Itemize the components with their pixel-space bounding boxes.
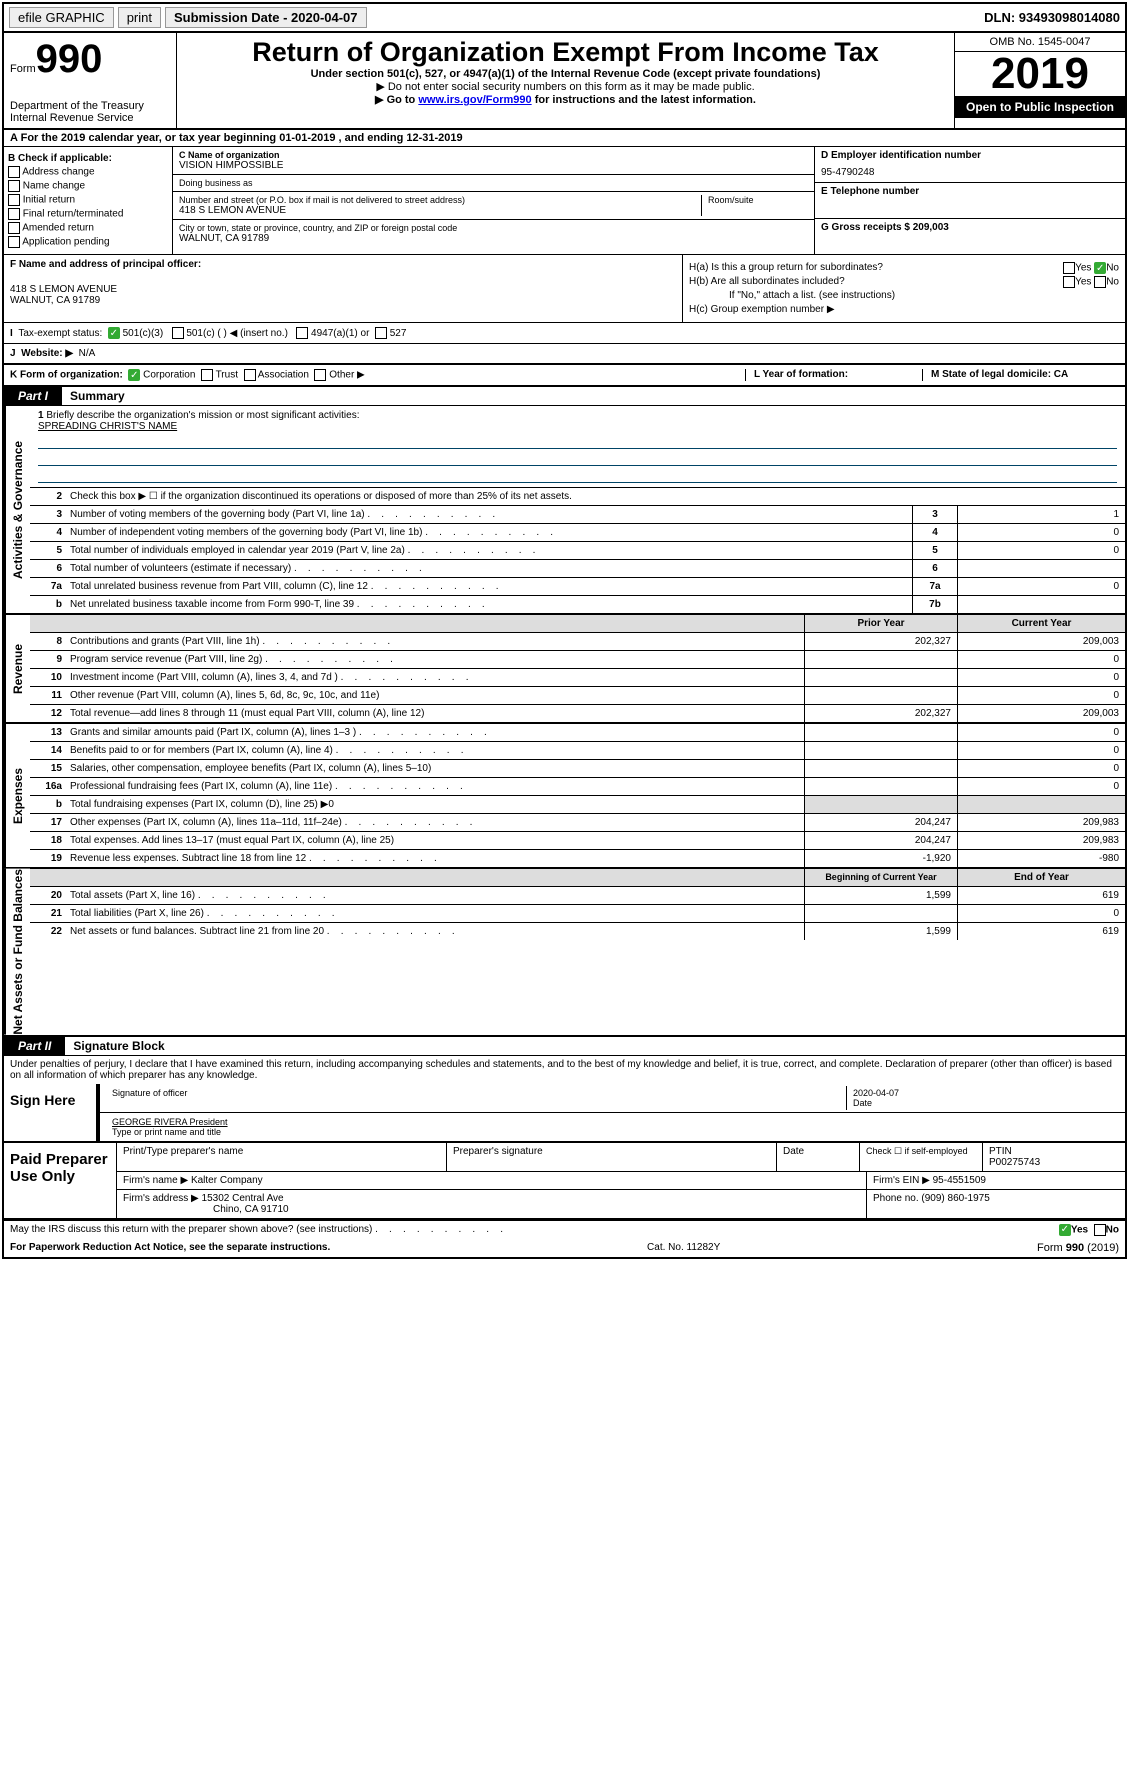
section-b: B Check if applicable: Address change Na… [4,147,173,254]
line-k: K Form of organization: ✓ Corporation Tr… [4,365,1125,387]
firm-phone: (909) 860-1975 [921,1193,989,1204]
org-name: VISION HIMPOSSIBLE [179,160,808,171]
form-header: Form990 Department of the Treasury Inter… [4,33,1125,130]
discuss-row: May the IRS discuss this return with the… [4,1220,1125,1239]
firm-name: Kalter Company [191,1175,263,1186]
paid-preparer-label: Paid Preparer Use Only [4,1143,117,1218]
top-bar: efile GRAPHIC print Submission Date - 20… [4,4,1125,33]
line-a: A For the 2019 calendar year, or tax yea… [4,130,1125,147]
subtitle-3: ▶ Go to www.irs.gov/Form990 for instruct… [185,93,946,106]
firm-ein: 95-4551509 [933,1175,986,1186]
sign-here-label: Sign Here [4,1084,96,1141]
dept-label: Department of the Treasury [10,100,170,112]
perjury-statement: Under penalties of perjury, I declare th… [4,1056,1125,1084]
open-public: Open to Public Inspection [955,96,1125,118]
instructions-link[interactable]: www.irs.gov/Form990 [418,94,531,106]
side-netassets: Net Assets or Fund Balances [4,869,30,1035]
subtitle-2: ▶ Do not enter social security numbers o… [185,80,946,93]
print-button[interactable]: print [118,7,161,28]
part2-tab: Part II [4,1037,65,1055]
part2-title: Signature Block [65,1037,172,1055]
cat-number: Cat. No. 11282Y [647,1242,720,1254]
mission-text: SPREADING CHRIST'S NAME [38,421,1117,432]
officer-name: GEORGE RIVERA President [112,1117,1113,1127]
side-expenses: Expenses [4,724,30,867]
part1-tab: Part I [4,387,62,405]
street-address: 418 S LEMON AVENUE [179,205,701,216]
city-state-zip: WALNUT, CA 91789 [179,233,808,244]
line-j: J Website: ▶ N/A [4,344,1125,365]
dln: DLN: 93493098014080 [984,10,1120,25]
irs-label: Internal Revenue Service [10,112,170,124]
check-icon: ✓ [108,327,120,339]
tax-year: 2019 [955,52,1125,96]
officer-addr2: WALNUT, CA 91789 [10,295,676,306]
submission-date: Submission Date - 2020-04-07 [165,7,367,28]
line-i: I Tax-exempt status: ✓ 501(c)(3) 501(c) … [4,323,1125,344]
subtitle-1: Under section 501(c), 527, or 4947(a)(1)… [185,68,946,80]
efile-link[interactable]: efile GRAPHIC [9,7,114,28]
officer-addr1: 418 S LEMON AVENUE [10,284,676,295]
pra-notice: For Paperwork Reduction Act Notice, see … [10,1242,330,1254]
form-number: Form990 [10,37,170,82]
ptin: P00275743 [989,1157,1119,1168]
gross-receipts: G Gross receipts $ 209,003 [821,222,949,233]
form-title: Return of Organization Exempt From Incom… [185,37,946,68]
form-footer: Form 990 (2019) [1037,1242,1119,1254]
ein: 95-4790248 [821,167,1119,178]
side-revenue: Revenue [4,615,30,722]
part1-title: Summary [62,387,133,405]
side-governance: Activities & Governance [4,406,30,613]
